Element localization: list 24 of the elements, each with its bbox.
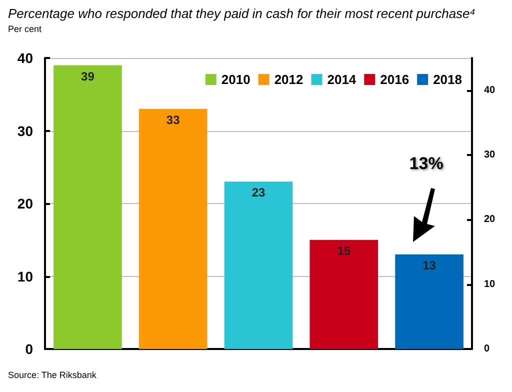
data-label: 33 [166,112,180,127]
annotation: 13% [409,154,444,174]
data-label: 23 [252,186,266,200]
legend-label: 2012 [274,72,304,87]
y-tick-label: 0 [25,341,34,357]
y-tick-label: 30 [17,122,34,139]
chart-title: Percentage who responded that they paid in cash for their most recent purchase⁴ [8,6,476,21]
legend-label: 2018 [433,72,462,87]
y2-tick-label: 20 [484,214,496,226]
y-tick-label: 20 [17,196,34,212]
data-label: 15 [337,244,351,258]
y2-tick-label: 0 [484,344,490,354]
y-axis-title: Per cent [8,24,42,34]
legend-label: 2016 [380,72,410,87]
source-note: Source: The Riksbank [8,370,96,380]
legend-label: 2010 [221,72,250,87]
data-label: 39 [81,69,95,84]
data-label: 13 [422,258,436,272]
y2-tick-label: 40 [484,84,496,96]
y2-tick-label: 30 [484,150,496,160]
y2-tick-label: 10 [484,278,496,290]
legend-label: 2014 [327,72,357,87]
y-tick-label: 40 [17,50,34,66]
y-tick-label: 10 [17,268,34,284]
